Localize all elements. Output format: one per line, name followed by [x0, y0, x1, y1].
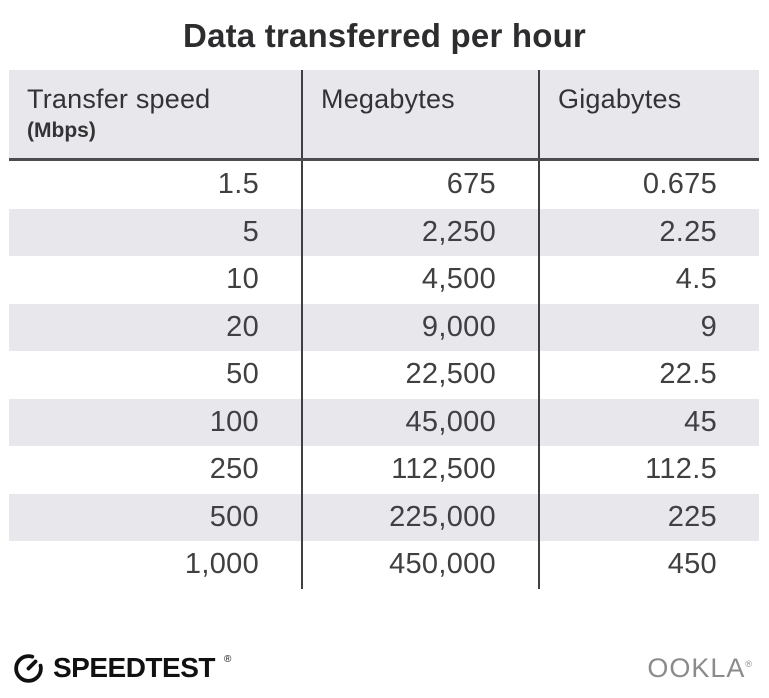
table-cell: 450: [667, 548, 717, 581]
column-header-transfer-speed: Transfer speed (Mbps): [9, 70, 303, 158]
speedtest-logo: SPEEDTEST ®: [12, 652, 232, 685]
table-body: 1.5 675 0.675 5 2,250 2.25 10 4,500 4.5 20 9,000 9 5…: [9, 161, 759, 589]
speedometer-icon: [14, 653, 43, 683]
ookla-wordmark: OOKLA: [647, 652, 746, 683]
table-cell: 225,000: [303, 493, 540, 541]
table-cell: 225: [667, 500, 717, 533]
table-cell: 100: [9, 398, 303, 446]
table-cell: 112,500: [303, 446, 540, 494]
table-row: 20 9,000 9: [9, 303, 759, 351]
table-cell: 1.5: [9, 161, 303, 209]
table-cell: 22,500: [303, 351, 540, 399]
table-row: 100 45,000 45: [9, 398, 759, 446]
table-row: 250 112,500 112.5: [9, 446, 759, 494]
ookla-logo: OOKLA®: [647, 653, 753, 684]
registered-trademark-icon: ®: [745, 658, 753, 669]
table-cell: 500: [9, 493, 303, 541]
table-cell: 10: [9, 256, 303, 304]
table-cell: 675: [303, 161, 540, 209]
table-cell: 45: [684, 405, 717, 438]
column-header-megabytes: Megabytes: [303, 70, 540, 158]
table-cell: 112.5: [645, 453, 717, 486]
table-row: 1,000 450,000 450: [9, 541, 759, 589]
table-cell: 450,000: [303, 541, 540, 589]
column-header-label: Megabytes: [321, 84, 455, 114]
table-cell: 20: [9, 303, 303, 351]
table-row: 500 225,000 225: [9, 493, 759, 541]
page-title: Data transferred per hour: [183, 17, 586, 54]
speedtest-wordmark: SPEEDTEST: [53, 652, 215, 683]
table-header-row: Transfer speed (Mbps) Megabytes Gigabyte…: [9, 70, 759, 161]
table-row: 5 2,250 2.25: [9, 208, 759, 256]
footer: SPEEDTEST ® OOKLA®: [0, 648, 769, 688]
table-row: 50 22,500 22.5: [9, 351, 759, 399]
data-table: Transfer speed (Mbps) Megabytes Gigabyte…: [9, 70, 759, 589]
table-cell: 0.675: [642, 168, 717, 201]
table-row: 1.5 675 0.675: [9, 161, 759, 209]
table-cell: 22.5: [659, 358, 717, 391]
table-cell: 2.25: [659, 215, 717, 248]
registered-trademark-icon: ®: [223, 653, 232, 665]
table-cell: 2,250: [303, 208, 540, 256]
column-header-unit: (Mbps): [27, 119, 96, 142]
table-cell: 250: [9, 446, 303, 494]
column-header-label: Gigabytes: [558, 84, 682, 114]
table-cell: 50: [9, 351, 303, 399]
table-cell: 9: [700, 310, 717, 343]
table-row: 10 4,500 4.5: [9, 256, 759, 304]
table-cell: 4,500: [303, 256, 540, 304]
table-cell: 45,000: [303, 398, 540, 446]
table-cell: 4.5: [675, 263, 717, 296]
column-header-label: Transfer speed: [27, 84, 211, 114]
table-cell: 9,000: [303, 303, 540, 351]
table-cell: 5: [9, 208, 303, 256]
column-header-gigabytes: Gigabytes: [540, 70, 759, 158]
table-cell: 1,000: [9, 541, 303, 589]
